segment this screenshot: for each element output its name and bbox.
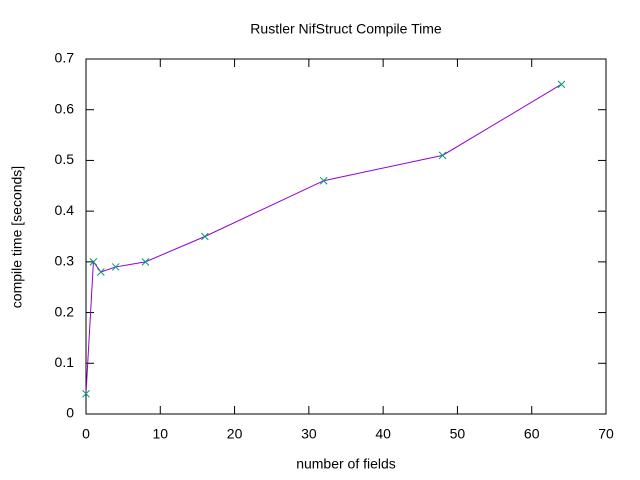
x-tick-label: 20 [227, 426, 243, 442]
point-marker [141, 258, 150, 266]
x-tick-label: 70 [598, 426, 614, 442]
point-marker [89, 258, 98, 266]
plot-border [85, 58, 607, 415]
y-axis-label: compile time [seconds] [9, 166, 25, 308]
chart-title: Rustler NifStruct Compile Time [250, 21, 442, 37]
x-axis-label: number of fields [296, 456, 396, 472]
x-tick-label: 60 [524, 426, 540, 442]
point-marker [438, 151, 447, 160]
x-tick-label: 10 [152, 426, 168, 442]
y-tick-label: 0.4 [55, 202, 75, 218]
point-marker [319, 176, 328, 185]
y-tick-label: 0.7 [55, 50, 75, 66]
point-marker [201, 232, 209, 241]
x-tick-label: 40 [375, 426, 391, 442]
y-tick-label: 0.3 [55, 253, 75, 269]
point-marker [82, 389, 90, 398]
y-tick-label: 0 [66, 405, 74, 421]
point-marker [97, 268, 105, 276]
y-tick-label: 0.5 [55, 151, 75, 167]
x-tick-label: 0 [82, 426, 90, 442]
x-tick-label: 50 [450, 426, 466, 442]
y-tick-label: 0.2 [55, 303, 75, 319]
y-tick-label: 0.6 [55, 100, 75, 116]
point-marker [111, 263, 120, 271]
x-tick-label: 30 [301, 426, 317, 442]
point-marker [557, 80, 566, 89]
y-tick-label: 0.1 [55, 354, 75, 370]
